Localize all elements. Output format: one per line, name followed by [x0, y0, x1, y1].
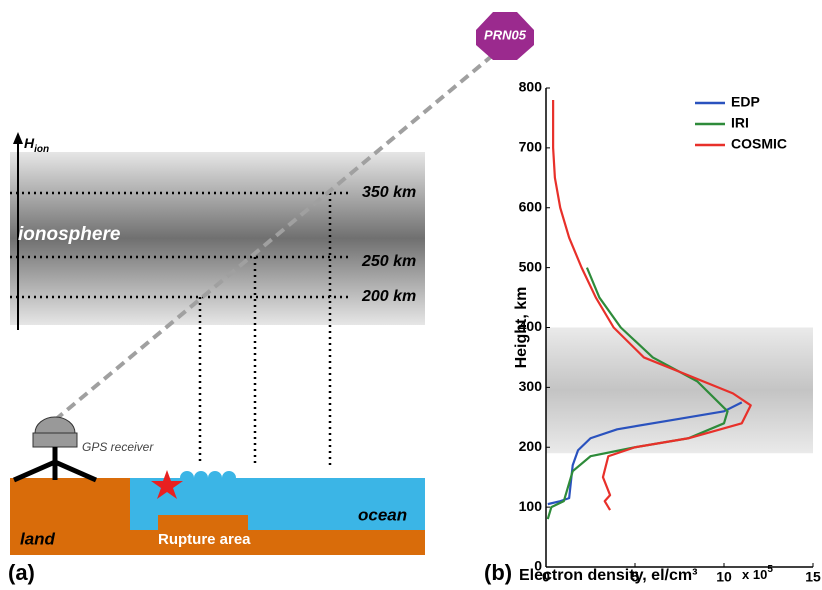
gps-receiver [33, 417, 77, 447]
panel-label: (a) [8, 560, 35, 585]
x-tick-label: 15 [805, 569, 821, 585]
waves [180, 471, 236, 478]
layer-label: ionosphere [18, 224, 121, 245]
y-tick-label: 800 [519, 79, 543, 95]
panel-label: (b) [484, 560, 512, 585]
y-tick-label: 300 [519, 378, 543, 394]
y-tick-label: 600 [519, 198, 543, 214]
x-multiplier: x 105 [742, 564, 773, 583]
rupture-block [158, 515, 248, 530]
x-axis-label: Electron density, el/cm³ [519, 567, 697, 584]
x-multiplier-exponent: 5 [767, 564, 773, 575]
diagram: PRN05 Hion ionosphere 350 km 250 km 200 … [8, 12, 534, 585]
rupture-label: Rupture area [158, 531, 251, 548]
arrow-head [13, 132, 23, 144]
y-tick-label: 200 [519, 438, 543, 454]
axis-label-sub: ion [34, 144, 49, 155]
legend-label: COSMIC [731, 136, 787, 152]
x-multiplier-base: x 10 [742, 567, 767, 582]
highlight-band [546, 328, 813, 454]
height-label: 350 km [362, 184, 416, 201]
legend-label: IRI [731, 115, 749, 131]
height-label: 250 km [361, 253, 416, 270]
y-tick-label: 700 [519, 139, 543, 155]
legend-label: EDP [731, 94, 760, 110]
x-tick-label: 10 [716, 569, 732, 585]
y-tick-label: 500 [519, 258, 543, 274]
receiver-text: GPS receiver [82, 440, 154, 454]
figure: PRN05 Hion ionosphere 350 km 250 km 200 … [0, 0, 822, 590]
y-tick-label: 100 [519, 498, 543, 514]
satellite-label: PRN05 [484, 27, 527, 42]
receiver-label: GPS receiver [82, 440, 154, 454]
ocean-label: ocean [358, 505, 407, 524]
land-label: land [20, 529, 56, 548]
y-axis-label: Height, km [513, 287, 530, 369]
axis-label: Hion [24, 135, 49, 155]
height-label: 200 km [361, 288, 416, 305]
